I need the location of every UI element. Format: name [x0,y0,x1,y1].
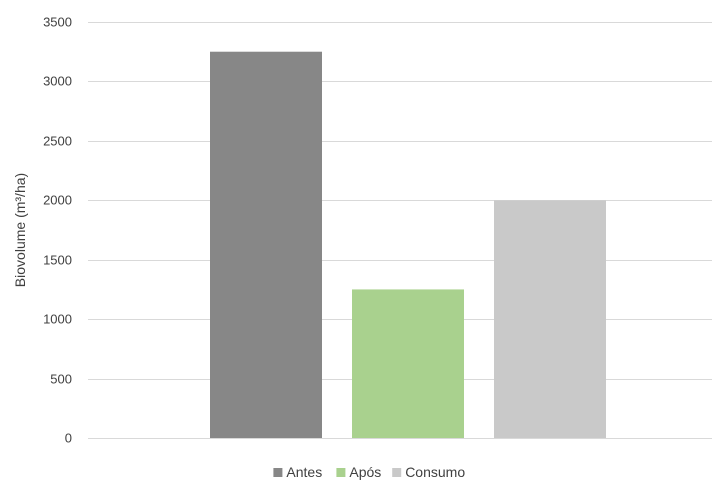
y-tick-label: 500 [50,372,72,387]
y-tick-label: 0 [65,431,72,446]
legend-label: Antes [286,464,322,480]
bar-antes [210,51,322,438]
bars [210,51,606,438]
legend: Antes Após Consumo [273,464,465,480]
y-tick-label: 3500 [43,15,72,30]
y-tick-label: 3000 [43,74,72,89]
legend-swatch [273,468,283,477]
legend-label: Consumo [405,464,465,480]
bar-consumo [494,200,606,438]
legend-item-após: Após [336,464,381,480]
legend-item-consumo: Consumo [392,464,465,480]
y-axis-ticks: 0 500 1000 1500 2000 2500 3000 3500 [43,15,72,446]
legend-swatch [336,468,346,477]
y-tick-label: 1500 [43,253,72,268]
bar-após [352,289,464,438]
y-axis-title: Biovolume (m³/ha) [12,173,28,287]
legend-label: Após [349,464,381,480]
y-tick-label: 2500 [43,134,72,149]
y-tick-label: 1000 [43,312,72,327]
y-tick-label: 2000 [43,193,72,208]
legend-swatch [392,468,402,477]
legend-item-antes: Antes [273,464,322,480]
